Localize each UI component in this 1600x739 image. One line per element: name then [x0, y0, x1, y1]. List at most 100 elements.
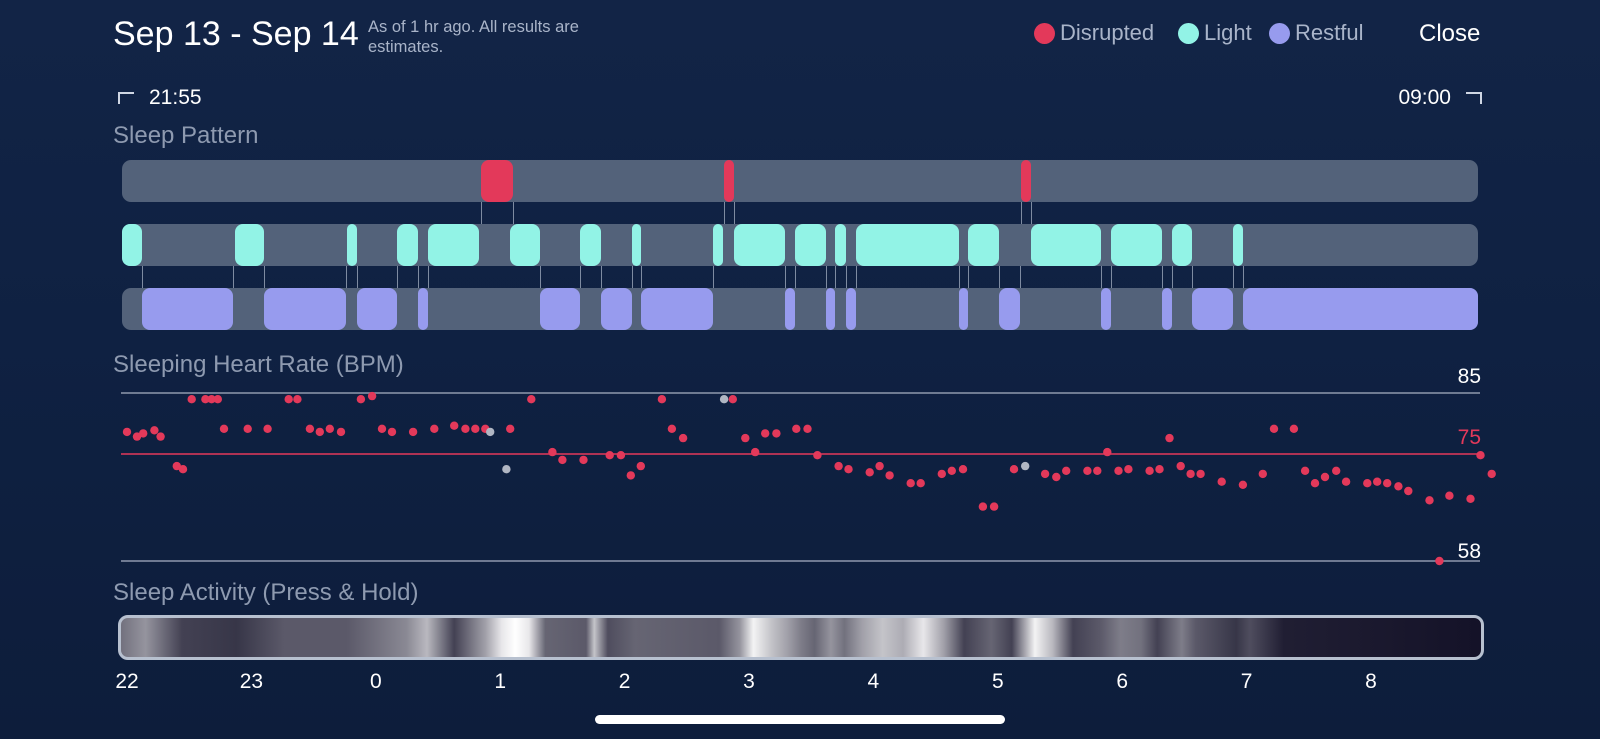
transition-line — [733, 180, 735, 245]
heart-rate-point — [1341, 477, 1351, 486]
transition-line — [1191, 245, 1193, 309]
heart-rate-point — [1124, 465, 1133, 474]
heart-rate-point — [937, 469, 946, 479]
sleep-pattern-chart[interactable] — [0, 0, 1600, 340]
heart-rate-point — [150, 426, 159, 435]
sleep-activity-bar[interactable] — [118, 615, 1484, 660]
heart-rate-point — [1083, 466, 1092, 475]
heart-rate-point — [187, 395, 196, 404]
heart-rate-point — [1196, 469, 1205, 479]
transition-line — [1162, 245, 1164, 309]
heart-rate-point — [885, 471, 894, 480]
transition-line — [1243, 245, 1245, 309]
transition-line — [417, 245, 419, 309]
heart-rate-point — [865, 468, 874, 477]
heart-rate-point — [1394, 482, 1403, 491]
light-segment — [1171, 224, 1192, 266]
heart-rate-point — [813, 451, 822, 460]
legend-restful: Restful — [1269, 20, 1363, 46]
light-segment — [1030, 224, 1102, 266]
heart-rate-point — [1300, 466, 1310, 475]
close-button[interactable]: Close — [1419, 20, 1481, 47]
heart-rate-point — [506, 424, 515, 433]
restful-segment — [1191, 288, 1233, 330]
heart-rate-point — [527, 395, 536, 404]
heart-rate-title: Sleeping Heart Rate (BPM) — [113, 351, 404, 378]
transition-line — [1101, 245, 1103, 309]
light-segment — [855, 224, 959, 266]
transition-line — [825, 245, 827, 309]
axis-tick-label: 0 — [369, 670, 382, 693]
light-segment — [122, 224, 143, 266]
heart-rate-point — [605, 451, 614, 460]
heart-rate-point — [1476, 451, 1485, 460]
heart-rate-point — [1155, 465, 1164, 474]
heart-rate-point — [1425, 496, 1434, 505]
heart-rate-point — [1165, 433, 1174, 443]
heart-rate-point — [172, 461, 181, 471]
start-time: 21:55 — [149, 86, 202, 109]
heart-rate-point — [156, 432, 165, 441]
transition-line — [233, 245, 235, 309]
transition-line — [1232, 245, 1234, 309]
heart-rate-point — [678, 433, 688, 443]
end-time: 09:00 — [1398, 86, 1451, 109]
light-segment — [347, 224, 357, 266]
axis-tick-label: 8 — [1365, 670, 1377, 693]
heart-rate-point — [741, 433, 750, 443]
restful-segment — [1162, 288, 1172, 330]
heart-rate-point — [1093, 466, 1102, 475]
home-indicator[interactable] — [595, 715, 1005, 724]
heart-rate-point — [1238, 480, 1248, 489]
heart-rate-point — [284, 395, 293, 404]
heart-rate-point — [989, 502, 999, 511]
heart-rate-point — [1289, 424, 1299, 433]
heart-rate-point — [325, 424, 334, 433]
axis-tick-label: 2 — [618, 670, 631, 693]
heart-rate-point — [377, 424, 387, 433]
heart-rate-point — [657, 395, 667, 404]
end-bracket-icon — [1466, 92, 1482, 104]
transition-line — [724, 180, 726, 245]
restful-segment — [356, 288, 398, 330]
heart-rate-point — [336, 427, 346, 437]
transition-line — [999, 245, 1001, 309]
restful-segment — [846, 288, 856, 330]
heart-rate-point — [1310, 479, 1320, 488]
transition-line — [641, 245, 643, 309]
restful-segment — [958, 288, 969, 330]
heart-rate-point — [1269, 424, 1279, 433]
heart-rate-point — [636, 461, 645, 471]
restful-segment — [1243, 288, 1478, 330]
transition-line — [846, 245, 848, 309]
heart-rate-chart[interactable]: 85 75 58 — [0, 360, 1600, 570]
heart-rate-point — [728, 395, 737, 404]
legend-label: Restful — [1295, 20, 1364, 45]
heart-rate-point — [626, 471, 635, 480]
heart-rate-point — [1145, 466, 1154, 475]
heart-rate-point — [667, 424, 677, 433]
heart-rate-point — [450, 421, 459, 430]
heart-rate-point — [178, 465, 188, 474]
heart-rate-point — [461, 424, 470, 433]
axis-tick-label: 23 — [239, 670, 264, 693]
transition-line — [512, 180, 514, 245]
transition-line — [713, 245, 715, 309]
light-track — [122, 224, 1478, 266]
heart-rate-point — [356, 395, 366, 404]
restful-segment — [641, 288, 714, 330]
heart-rate-point — [293, 395, 302, 404]
heart-rate-point — [751, 447, 760, 457]
heart-rate-point — [219, 424, 229, 433]
light-segment — [733, 224, 786, 266]
transition-line — [600, 245, 602, 309]
transition-line — [481, 180, 483, 245]
avg-label: 75 — [1458, 426, 1481, 449]
heart-rate-point — [772, 429, 781, 438]
heart-rate-point-inactive — [486, 427, 495, 437]
restful-segment — [785, 288, 795, 330]
sleep-pattern-title: Sleep Pattern — [113, 122, 259, 149]
legend-label: Disrupted — [1060, 20, 1155, 45]
min-label: 58 — [1458, 540, 1481, 563]
heart-rate-point-inactive — [719, 395, 729, 404]
